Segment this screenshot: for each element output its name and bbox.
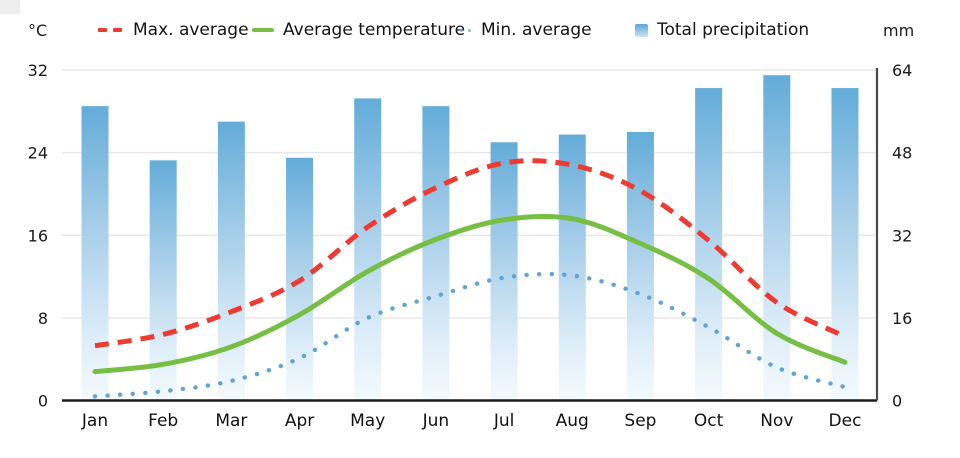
month-label: Apr <box>285 411 314 431</box>
precipitation-bar <box>490 142 518 401</box>
right-axis-unit: mm <box>883 21 915 40</box>
legend-label: Max. average <box>133 20 249 40</box>
legend-label: Total precipitation <box>657 20 810 40</box>
right-axis-tick-label: 64 <box>892 61 912 80</box>
month-label: Jan <box>81 411 108 431</box>
precipitation-bar <box>763 75 791 401</box>
dotted-line-icon <box>458 28 472 32</box>
axis-labels: 0 8 16 24 32 0 16 32 48 64 Jan Feb Mar Apr May Jun Jul Au… <box>28 61 913 431</box>
month-label: Sep <box>624 411 656 431</box>
precipitation-bar <box>831 88 859 401</box>
left-axis-tick-label: 0 <box>38 392 48 411</box>
axes <box>62 68 879 402</box>
month-label: Feb <box>148 411 178 431</box>
precipitation-bar <box>558 134 586 401</box>
month-label: Dec <box>829 411 862 431</box>
min-average-line <box>92 271 848 399</box>
legend-label: Min. average <box>481 20 592 40</box>
right-axis-tick-label: 16 <box>892 309 912 328</box>
right-axis-tick-label: 0 <box>892 392 902 411</box>
max-average-line <box>94 158 847 349</box>
legend-item-total-precipitation: Total precipitation <box>635 18 809 42</box>
precipitation-bar <box>695 88 723 401</box>
precipitation-bar <box>354 98 382 401</box>
legend-item-min-average: Min. average <box>458 18 592 42</box>
left-axis-unit: °C <box>28 21 48 40</box>
right-axis-tick-label: 48 <box>892 144 912 163</box>
precipitation-bar <box>81 106 109 401</box>
precipitation-swatch-icon <box>635 23 648 37</box>
month-label: Oct <box>694 411 724 431</box>
solid-line-icon <box>252 28 274 32</box>
temperature-lines <box>92 158 848 399</box>
month-label: Nov <box>760 411 793 431</box>
average-temperature-line <box>92 213 848 375</box>
left-axis-tick-label: 24 <box>28 144 48 163</box>
dashed-line-icon <box>98 28 124 32</box>
legend-label: Average temperature <box>283 20 466 40</box>
month-label: Aug <box>556 411 589 431</box>
month-label: Mar <box>215 411 247 431</box>
corner-artifact <box>0 0 20 14</box>
legend-item-average-temperature: Average temperature <box>252 18 465 42</box>
precipitation-bars <box>81 75 859 401</box>
right-axis-tick-label: 32 <box>892 226 912 245</box>
left-axis-tick-label: 8 <box>38 309 48 328</box>
grid-lines <box>62 69 877 319</box>
left-axis-tick-label: 16 <box>28 226 48 245</box>
month-label: May <box>350 411 385 431</box>
legend-item-max-average: Max. average <box>98 18 249 42</box>
precipitation-bar <box>626 131 654 401</box>
month-label: Jun <box>422 411 450 431</box>
precipitation-bar <box>422 106 450 401</box>
month-label: Jul <box>493 411 515 431</box>
left-axis-tick-label: 32 <box>28 61 48 80</box>
precipitation-bar <box>217 121 245 401</box>
